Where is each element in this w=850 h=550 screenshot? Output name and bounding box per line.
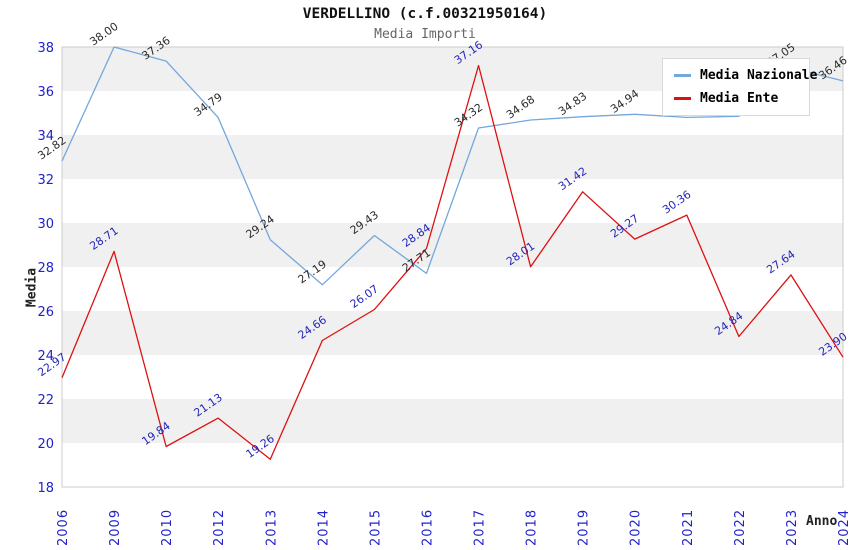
point-value-label: 34.94 [608, 87, 641, 116]
y-tick-label: 24 [37, 349, 54, 364]
chart-legend: Media Nazionale Media Ente [662, 58, 817, 116]
grid-band [62, 223, 843, 267]
x-tick-label: 2010 [160, 509, 175, 546]
point-value-label: 34.68 [504, 93, 537, 122]
y-tick-label: 32 [37, 173, 54, 188]
y-tick-label: 26 [37, 305, 54, 320]
legend-item-media-ente[interactable]: Media Ente [663, 87, 809, 110]
x-tick-label: 2016 [420, 509, 435, 546]
chart-title: VERDELLINO (c.f.00321950164) [302, 6, 548, 22]
grid-band [62, 399, 843, 443]
x-tick-label: 2023 [785, 509, 800, 546]
series-line-media-ente [61, 64, 844, 460]
y-tick-label: 38 [37, 41, 54, 56]
legend-label: Media Nazionale [700, 68, 818, 83]
series-line-media-nazionale [61, 46, 844, 286]
media-ente-line-marker-icon [674, 97, 691, 100]
legend-label: Media Ente [700, 91, 779, 106]
x-tick-label: 2009 [108, 509, 123, 546]
x-tick-label: 2024 [837, 509, 850, 546]
legend-item-media-nazionale[interactable]: Media Nazionale [663, 64, 817, 87]
y-tick-label: 20 [37, 437, 54, 452]
x-tick-label: 2021 [681, 509, 696, 546]
point-value-label: 34.32 [452, 101, 485, 130]
y-tick-label: 22 [37, 393, 54, 408]
x-tick-label: 2012 [212, 509, 227, 546]
x-tick-label: 2019 [577, 509, 592, 546]
x-tick-label: 2014 [316, 509, 331, 546]
y-tick-label: 34 [37, 129, 54, 144]
y-axis-title: Media [24, 267, 40, 308]
x-tick-label: 2017 [473, 509, 488, 546]
x-tick-label: 2013 [264, 509, 279, 546]
x-axis-title: Anno [806, 514, 838, 529]
chart-subtitle: Media Importi [374, 27, 476, 42]
y-tick-label: 28 [37, 261, 54, 276]
y-tick-label: 36 [37, 85, 54, 100]
grid-band [62, 311, 843, 355]
point-value-label: 30.36 [660, 188, 693, 217]
x-tick-label: 2015 [368, 509, 383, 546]
point-value-label: 34.83 [556, 90, 589, 119]
y-tick-label: 30 [37, 217, 54, 232]
x-tick-label: 2022 [733, 509, 748, 546]
x-tick-label: 2020 [629, 509, 644, 546]
media-nazionale-line-marker-icon [674, 74, 691, 77]
x-tick-label: 2006 [56, 509, 71, 546]
plot-border [61, 46, 844, 488]
x-tick-label: 2018 [525, 509, 540, 546]
y-tick-label: 18 [37, 481, 54, 496]
